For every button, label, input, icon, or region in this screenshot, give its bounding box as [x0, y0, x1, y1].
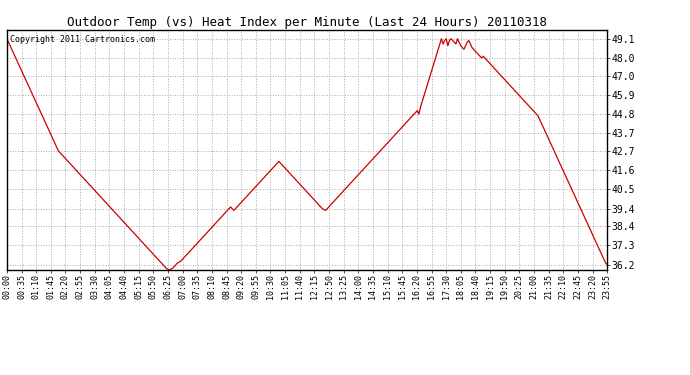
Text: Copyright 2011 Cartronics.com: Copyright 2011 Cartronics.com [10, 35, 155, 44]
Title: Outdoor Temp (vs) Heat Index per Minute (Last 24 Hours) 20110318: Outdoor Temp (vs) Heat Index per Minute … [67, 16, 547, 29]
